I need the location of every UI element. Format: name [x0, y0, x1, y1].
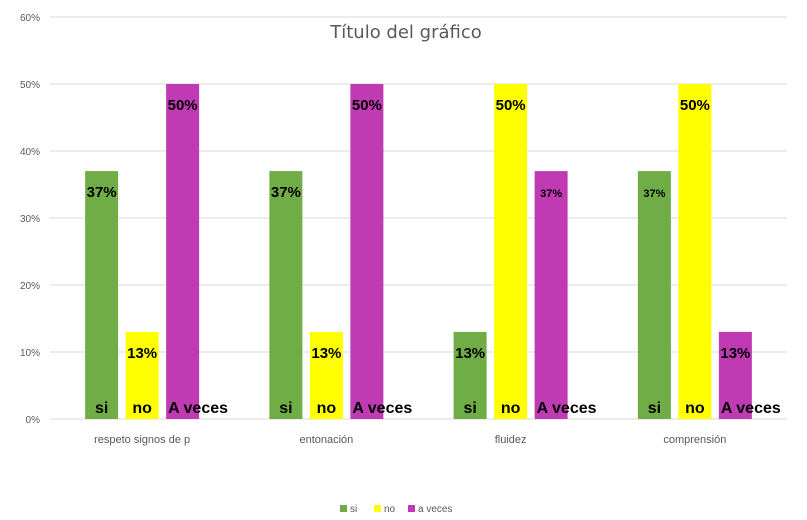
value-label: 37% [540, 188, 562, 200]
bar-si [637, 171, 671, 419]
y-tick-label: 30% [20, 214, 40, 225]
value-label: 13% [127, 345, 157, 362]
bar-series-label: no [132, 400, 152, 417]
bar-si [453, 331, 487, 419]
y-tick-label: 10% [20, 348, 40, 359]
bar-a-veces [534, 171, 568, 419]
bar-series-label: si [463, 400, 476, 417]
bar-series-label: no [317, 400, 337, 417]
bar-si [269, 171, 303, 419]
legend-label: no [384, 504, 396, 515]
category-label: respeto signos de p [94, 434, 190, 446]
bar-a-veces [166, 84, 200, 419]
value-label: 13% [455, 345, 485, 362]
bar-series-label: si [279, 400, 292, 417]
value-label: 37% [87, 184, 117, 201]
gridlines [50, 16, 787, 420]
bar-series-label: si [95, 400, 108, 417]
data-labels: 37% si 13% no 50% A veces 37% si 13% no 50% A veces… [87, 97, 781, 417]
category-label: entonación [299, 434, 353, 446]
value-label: 13% [311, 345, 341, 362]
category-label: comprensión [663, 434, 726, 446]
y-tick-label: 20% [20, 281, 40, 292]
bar-a-veces [350, 84, 384, 419]
y-tick-label: 0% [26, 415, 41, 426]
bar-no [125, 331, 159, 419]
bar-series-label: si [648, 400, 661, 417]
value-label: 50% [496, 97, 526, 114]
x-axis-categories: respeto signos de p entonación fluidez comp… [94, 434, 726, 446]
y-axis-ticks: 0% 10% 20% 30% 40% 50% 60% [20, 13, 40, 426]
bars [85, 84, 752, 419]
value-label: 50% [352, 97, 382, 114]
chart-title: Título del gráfico [329, 22, 482, 43]
value-label: 37% [271, 184, 301, 201]
legend-swatch [340, 505, 347, 512]
bar-a-veces [718, 331, 752, 419]
y-tick-label: 40% [20, 147, 40, 158]
category-label: fluidez [495, 434, 527, 446]
bar-series-label: no [501, 400, 521, 417]
value-label: 50% [680, 97, 710, 114]
bar-no [494, 84, 528, 419]
value-label: 37% [643, 188, 665, 200]
y-tick-label: 50% [20, 80, 40, 91]
legend-label: si [350, 504, 357, 515]
value-label: 13% [720, 345, 750, 362]
bar-si [85, 171, 119, 419]
legend-swatch [374, 505, 381, 512]
bar-no [678, 84, 712, 419]
legend: si no a veces [340, 504, 452, 515]
value-label: 50% [168, 97, 198, 114]
legend-swatch [408, 505, 415, 512]
bar-series-label: no [685, 400, 705, 417]
bar-no [309, 331, 343, 419]
bar-series-label: A veces [352, 400, 412, 417]
legend-label: a veces [418, 504, 452, 515]
bar-series-label: A veces [721, 400, 781, 417]
y-tick-label: 60% [20, 13, 40, 24]
bar-series-label: A veces [168, 400, 228, 417]
bar-series-label: A veces [537, 400, 597, 417]
